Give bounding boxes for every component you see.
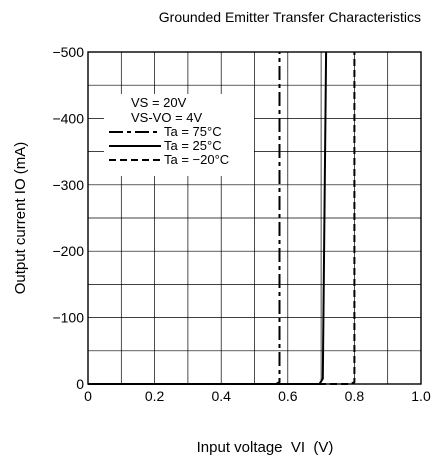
y-tick-label: −500	[52, 44, 84, 60]
x-tick-label: 0	[84, 388, 92, 404]
y-tick-label: −300	[52, 177, 84, 193]
x-tick-label: 0.6	[278, 388, 298, 404]
y-tick-label: −400	[52, 110, 84, 126]
x-tick-labels: 0 0.2 0.4 0.6 0.8 1.0	[84, 388, 431, 404]
x-axis-label: Input voltage VI (V)	[197, 439, 334, 456]
x-tick-label: 0.2	[145, 388, 165, 404]
y-tick-label: −200	[52, 243, 84, 259]
y-axis-label: Output current IO (mA)	[12, 142, 29, 295]
condition-vs: VS = 20V	[131, 95, 187, 110]
legend-box	[104, 94, 254, 176]
legend-label-2: Ta = 25°C	[164, 138, 222, 153]
y-tick-label: 0	[76, 376, 84, 392]
x-tick-label: 1.0	[411, 388, 431, 404]
y-tick-labels: 0 −100 −200 −300 −400 −500	[52, 44, 84, 392]
series-line-3	[88, 52, 356, 385]
legend-label-3: Ta = −20°C	[164, 152, 229, 167]
legend-entries: Ta = 75°CTa = 25°CTa = −20°C	[109, 124, 229, 167]
chart-title: Grounded Emitter Transfer Characteristic…	[159, 9, 421, 25]
condition-vs-vo: VS-VO = 4V	[131, 110, 202, 125]
x-tick-label: 0.4	[211, 388, 231, 404]
legend-label-1: Ta = 75°C	[164, 124, 222, 139]
series-lines	[88, 51, 356, 385]
y-tick-label: −100	[52, 310, 84, 326]
x-tick-label: 0.8	[345, 388, 365, 404]
legend: VS = 20V VS-VO = 4V Ta = 75°CTa = 25°CTa…	[104, 94, 254, 176]
